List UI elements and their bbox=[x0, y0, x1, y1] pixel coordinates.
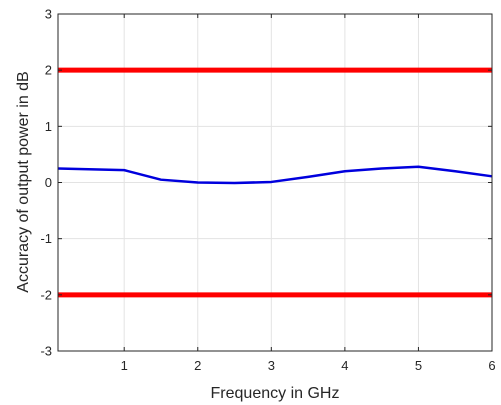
y-tick-label: 3 bbox=[45, 7, 52, 22]
y-tick-label: -3 bbox=[40, 344, 52, 359]
y-tick-label: 2 bbox=[45, 63, 52, 78]
y-tick-label: 1 bbox=[45, 119, 52, 134]
y-tick-label: -2 bbox=[40, 287, 52, 302]
y-tick-label: 0 bbox=[45, 175, 52, 190]
series-layer bbox=[57, 67, 493, 298]
x-tick-label: 1 bbox=[121, 358, 128, 373]
x-tick-label: 6 bbox=[488, 358, 495, 373]
x-tick-label: 2 bbox=[194, 358, 201, 373]
x-tick-label: 3 bbox=[268, 358, 275, 373]
accuracy-series-line bbox=[57, 165, 493, 185]
y-axis-title: Accuracy of output power in dB bbox=[15, 71, 32, 292]
x-axis-title: Frequency in GHz bbox=[211, 385, 340, 402]
x-tick-label: 4 bbox=[341, 358, 348, 373]
x-tick-label: 5 bbox=[415, 358, 422, 373]
y-tick-label: -1 bbox=[40, 231, 52, 246]
x-axis: 1 2 3 4 5 6 bbox=[121, 14, 496, 373]
y-axis: -3 -2 -1 0 1 2 3 bbox=[40, 7, 492, 359]
